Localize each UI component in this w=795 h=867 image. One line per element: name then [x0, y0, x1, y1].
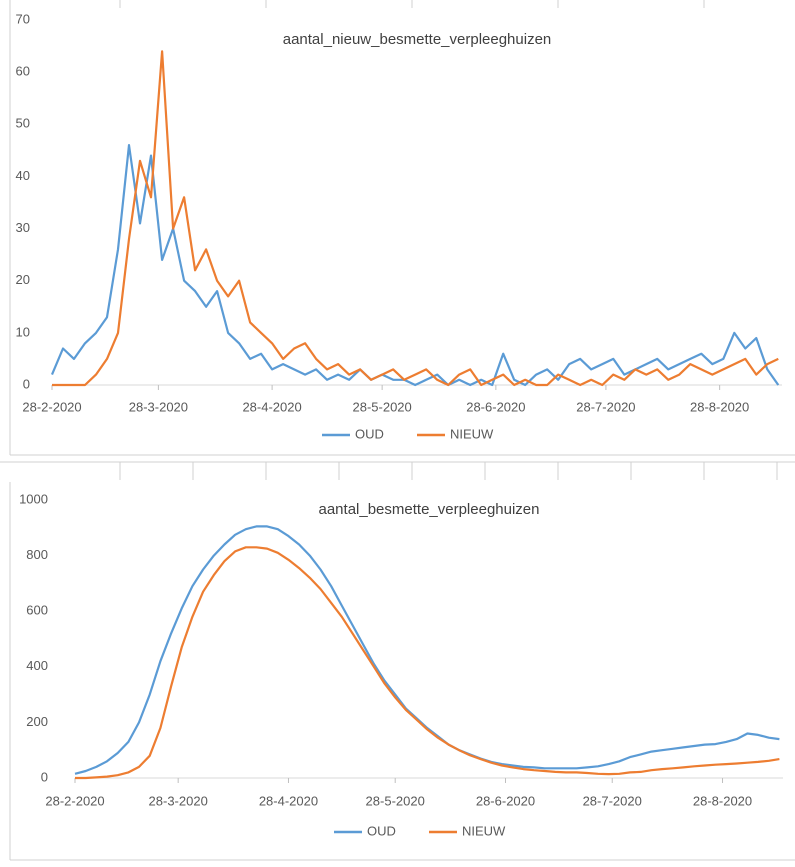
y-tick-label: 70 — [16, 11, 30, 26]
x-tick-label: 28-6-2020 — [476, 793, 535, 808]
x-tick-label: 28-7-2020 — [576, 399, 635, 414]
legend-label: OUD — [355, 426, 384, 441]
y-tick-label: 30 — [16, 220, 30, 235]
y-tick-label: 50 — [16, 116, 30, 131]
x-tick-label: 28-2-2020 — [22, 399, 81, 414]
x-tick-label: 28-8-2020 — [690, 399, 749, 414]
legend-label: OUD — [367, 823, 396, 838]
y-tick-label: 40 — [16, 168, 30, 183]
series-line — [52, 50, 779, 387]
x-tick-label: 28-4-2020 — [242, 399, 301, 414]
x-tick-label: 28-4-2020 — [259, 793, 318, 808]
legend-label: NIEUW — [462, 823, 506, 838]
x-tick-label: 28-3-2020 — [149, 793, 208, 808]
chart-title: aantal_nieuw_besmette_verpleeghuizen — [283, 31, 552, 48]
y-tick-label: 0 — [23, 376, 30, 391]
y-tick-label: 800 — [26, 547, 48, 562]
y-tick-label: 20 — [16, 272, 30, 287]
y-tick-label: 600 — [26, 603, 48, 618]
x-tick-label: 28-2-2020 — [45, 793, 104, 808]
x-tick-label: 28-5-2020 — [366, 793, 425, 808]
y-tick-label: 10 — [16, 324, 30, 339]
y-tick-label: 400 — [26, 658, 48, 673]
y-tick-label: 0 — [41, 769, 48, 784]
chart-title: aantal_besmette_verpleeghuizen — [319, 501, 540, 518]
legend-label: NIEUW — [450, 426, 494, 441]
series-line — [50, 144, 780, 387]
y-tick-label: 1000 — [19, 491, 48, 506]
x-tick-label: 28-8-2020 — [693, 793, 752, 808]
y-tick-label: 60 — [16, 64, 30, 79]
x-tick-label: 28-5-2020 — [353, 399, 412, 414]
series-line — [75, 546, 780, 780]
x-tick-label: 28-6-2020 — [466, 399, 525, 414]
y-tick-label: 200 — [26, 714, 48, 729]
x-tick-label: 28-7-2020 — [583, 793, 642, 808]
x-tick-label: 28-3-2020 — [129, 399, 188, 414]
